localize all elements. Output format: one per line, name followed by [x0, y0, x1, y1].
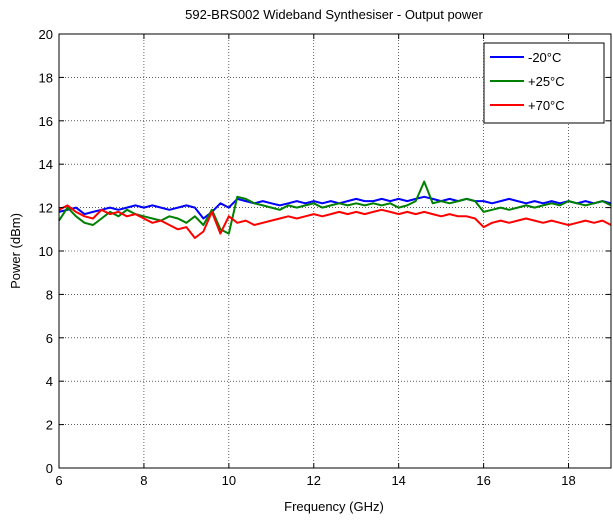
y-tick-label: 12: [39, 201, 53, 216]
y-tick-label: 20: [39, 27, 53, 42]
legend-label-2: +25°C: [528, 74, 565, 89]
x-tick-label: 14: [391, 473, 405, 488]
x-tick-label: 12: [307, 473, 321, 488]
y-axis-label: Power (dBm): [8, 213, 23, 289]
y-tick-label: 14: [39, 157, 53, 172]
y-tick-label: 8: [46, 287, 53, 302]
series-group: [58, 180, 612, 239]
y-ticks: 0 2 4 6 8 10 12 14 16 18 20: [39, 27, 611, 476]
x-tick-label: 16: [476, 473, 490, 488]
y-tick-label: 4: [46, 374, 53, 389]
series-line-1: [58, 195, 612, 220]
y-tick-label: 2: [46, 418, 53, 433]
legend-label-3: +70°C: [528, 98, 565, 113]
x-tick-label: 18: [561, 473, 575, 488]
legend: -20°C +25°C +70°C: [483, 42, 605, 124]
x-ticks: 6 8 10 12 14 16 18: [55, 34, 576, 488]
x-tick-label: 8: [140, 473, 147, 488]
y-tick-label: 0: [46, 461, 53, 476]
series-line-2: [58, 180, 612, 235]
y-tick-label: 10: [39, 244, 53, 259]
y-tick-label: 6: [46, 331, 53, 346]
x-tick-label: 6: [55, 473, 62, 488]
y-tick-label: 18: [39, 70, 53, 85]
x-tick-label: 10: [222, 473, 236, 488]
legend-label-1: -20°C: [528, 50, 561, 65]
y-tick-label: 16: [39, 114, 53, 129]
series-line-3: [58, 204, 612, 239]
chart-title: 592-BRS002 Wideband Synthesiser - Output…: [185, 7, 483, 22]
x-axis-label: Frequency (GHz): [284, 499, 384, 514]
